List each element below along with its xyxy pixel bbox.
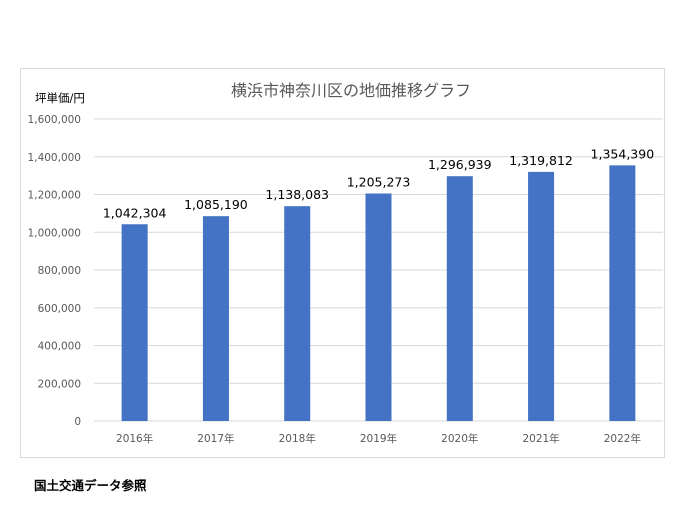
data-label: 1,319,812: [509, 153, 573, 168]
x-tick-label: 2016年: [116, 432, 153, 445]
bars: [121, 165, 636, 421]
data-label: 1,085,190: [184, 197, 248, 212]
chart-title: 横浜市神奈川区の地価推移グラフ: [231, 81, 471, 100]
bar: [284, 206, 311, 421]
y-axis-ticks: 0 200,000 400,000 600,000 800,000 1,000,000 1,…: [28, 114, 81, 428]
data-label: 1,138,083: [265, 187, 329, 202]
bar: [202, 216, 229, 421]
data-labels: 1,042,304 1,085,190 1,138,083 1,205,273 1,29…: [103, 146, 654, 220]
x-tick-label: 2017年: [197, 432, 234, 445]
x-tick-label: 2021年: [522, 432, 559, 445]
x-tick-label: 2020年: [441, 432, 478, 445]
data-label: 1,296,939: [428, 157, 492, 172]
data-label: 1,042,304: [103, 205, 167, 220]
bar: [365, 193, 392, 421]
data-label: 1,354,390: [591, 146, 655, 161]
y-tick-label: 1,600,000: [28, 114, 81, 126]
y-tick-label: 400,000: [38, 341, 81, 353]
x-axis-ticks: 2016年 2017年 2018年 2019年 2020年 2021年 2022年: [116, 432, 641, 445]
bar: [121, 224, 148, 421]
x-tick-label: 2022年: [604, 432, 641, 445]
x-tick-label: 2018年: [279, 432, 316, 445]
bar-chart: 横浜市神奈川区の地価推移グラフ 坪単価/円 0 200,000 400,000 600…: [28, 81, 663, 445]
bar: [609, 165, 636, 421]
source-note: 国土交通データ参照: [34, 478, 147, 493]
y-tick-label: 1,200,000: [28, 190, 81, 202]
y-tick-label: 800,000: [38, 265, 81, 277]
y-tick-label: 1,000,000: [28, 227, 81, 239]
bar: [446, 176, 473, 421]
y-tick-label: 200,000: [38, 378, 81, 390]
x-tick-label: 2019年: [360, 432, 397, 445]
data-label: 1,205,273: [347, 175, 411, 190]
y-axis-label: 坪単価/円: [35, 91, 85, 105]
y-tick-label: 1,400,000: [28, 152, 81, 164]
chart-area: 横浜市神奈川区の地価推移グラフ 坪単価/円 0 200,000 400,000 600…: [20, 68, 665, 458]
y-tick-label: 0: [74, 416, 81, 428]
bar: [528, 171, 555, 421]
y-tick-label: 600,000: [38, 303, 81, 315]
